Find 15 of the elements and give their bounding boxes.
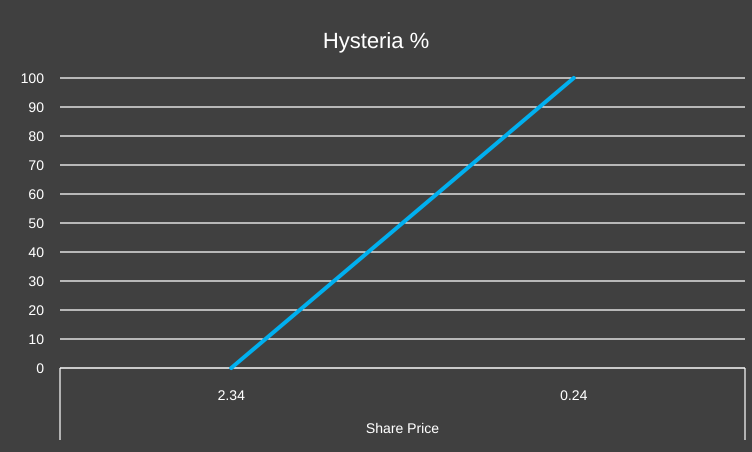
y-tick-label: 60 bbox=[28, 186, 44, 202]
y-tick-label: 20 bbox=[28, 302, 44, 318]
y-tick-label: 50 bbox=[28, 215, 44, 231]
x-axis-title: Share Price bbox=[366, 420, 440, 436]
y-tick-label: 70 bbox=[28, 157, 44, 173]
y-tick-label: 100 bbox=[20, 70, 44, 86]
y-tick-label: 0 bbox=[36, 360, 44, 376]
y-tick-label: 80 bbox=[28, 128, 44, 144]
y-tick-label: 30 bbox=[28, 273, 44, 289]
x-tick-label: 2.34 bbox=[218, 387, 246, 403]
x-tick-label: 0.24 bbox=[560, 387, 588, 403]
y-tick-label: 10 bbox=[28, 331, 44, 347]
y-tick-label: 40 bbox=[28, 244, 44, 260]
y-tick-label: 90 bbox=[28, 99, 44, 115]
chart-title: Hysteria % bbox=[322, 28, 430, 53]
